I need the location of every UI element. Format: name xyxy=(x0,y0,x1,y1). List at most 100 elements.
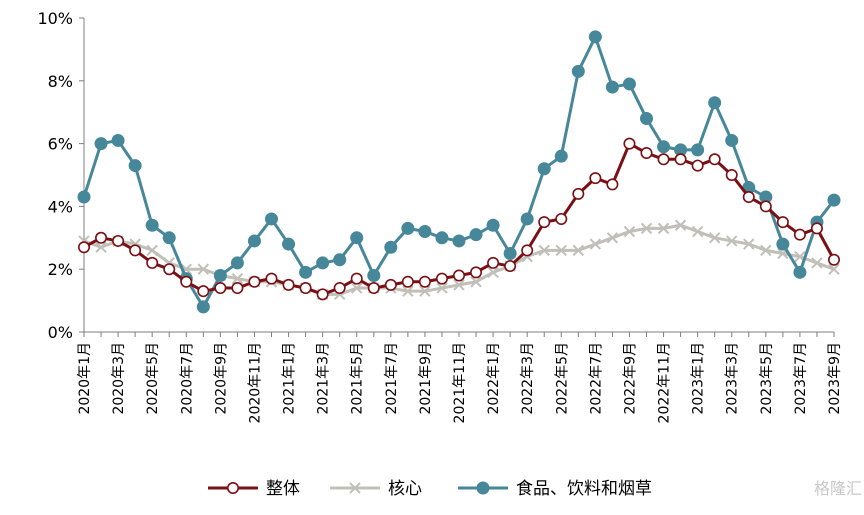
x-marker-stroke xyxy=(640,222,653,235)
data-point-overall xyxy=(197,285,210,298)
data-point-food xyxy=(128,159,142,173)
x-tick-label: 2022年9月 xyxy=(622,342,638,415)
x-tick-label: 2021年1月 xyxy=(282,342,298,415)
data-point-food xyxy=(247,234,261,248)
data-point-core xyxy=(555,244,567,257)
data-point-food xyxy=(282,237,296,251)
data-point-food xyxy=(94,137,108,151)
series-overall xyxy=(78,137,840,301)
data-point-overall xyxy=(265,272,278,285)
data-point-overall xyxy=(504,260,517,273)
data-point-food xyxy=(827,193,841,207)
data-point-food xyxy=(554,149,568,163)
data-point-food xyxy=(776,237,790,251)
x-tick-label: 2020年9月 xyxy=(213,342,229,415)
legend-item-overall: 整体 xyxy=(208,479,300,499)
x-marker-stroke xyxy=(811,257,823,269)
data-point-overall xyxy=(214,282,227,295)
x-tick-label: 2021年5月 xyxy=(350,342,366,415)
data-point-food xyxy=(401,221,415,235)
x-tick-label: 2023年9月 xyxy=(827,342,843,415)
data-point-food xyxy=(725,133,739,147)
x-marker-stroke xyxy=(572,244,585,257)
x-tick-label: 2023年5月 xyxy=(759,342,775,415)
data-point-food xyxy=(793,265,807,279)
x-marker-stroke xyxy=(674,219,687,231)
data-point-core xyxy=(146,244,158,257)
series-line-food xyxy=(82,35,836,309)
x-tick-label: 2021年7月 xyxy=(384,342,400,415)
data-point-food xyxy=(333,253,347,267)
data-point-overall xyxy=(725,169,738,182)
data-point-core xyxy=(708,232,721,244)
data-point-overall xyxy=(418,275,431,288)
x-tick-label: 2023年7月 xyxy=(793,342,809,415)
data-point-overall xyxy=(231,282,244,295)
data-point-food xyxy=(588,30,602,44)
data-point-overall xyxy=(112,234,125,247)
x-marker-stroke xyxy=(589,238,602,250)
data-point-overall xyxy=(487,256,500,269)
x-tick-label: 2022年3月 xyxy=(520,342,536,415)
data-point-core xyxy=(453,279,465,291)
x-marker-stroke xyxy=(606,232,619,244)
x-marker-stroke xyxy=(743,238,755,250)
x-tick-label: 2022年1月 xyxy=(486,342,502,415)
data-point-overall xyxy=(640,147,653,160)
data-point-core xyxy=(743,238,755,250)
data-point-core xyxy=(351,282,363,294)
data-point-core xyxy=(640,222,653,235)
series-layer xyxy=(77,30,841,314)
x-marker-stroke xyxy=(436,282,448,294)
data-point-core xyxy=(726,235,738,247)
data-point-core xyxy=(691,225,704,238)
data-point-food xyxy=(657,140,671,154)
data-point-core xyxy=(589,238,602,250)
data-point-overall xyxy=(759,200,772,213)
data-point-food xyxy=(213,268,227,282)
data-point-food xyxy=(162,231,176,245)
x-tick-label: 2021年11月 xyxy=(452,342,468,423)
data-point-overall xyxy=(691,159,704,172)
data-point-overall xyxy=(129,244,142,257)
data-point-core xyxy=(470,276,482,288)
data-point-overall xyxy=(742,190,755,203)
data-point-overall xyxy=(538,216,551,229)
x-marker-stroke xyxy=(231,272,244,285)
data-point-overall xyxy=(78,241,91,254)
x-tick-label: 2021年9月 xyxy=(418,342,434,415)
x-marker-stroke xyxy=(419,285,431,297)
y-tick-label: 0% xyxy=(48,323,73,342)
data-point-core xyxy=(623,225,636,238)
data-point-overall xyxy=(657,153,670,166)
data-point-overall xyxy=(163,263,176,276)
x-marker-stroke xyxy=(146,244,158,257)
x-tick-label: 2023年3月 xyxy=(725,342,741,415)
x-marker-stroke xyxy=(760,244,772,257)
data-point-food xyxy=(469,228,483,242)
y-tick-label: 8% xyxy=(48,72,73,91)
x-tick-label: 2022年7月 xyxy=(588,342,604,415)
data-point-food xyxy=(622,77,636,91)
data-point-food xyxy=(640,111,653,125)
data-point-food xyxy=(111,133,125,147)
data-point-core xyxy=(572,244,585,257)
data-point-core xyxy=(828,263,840,275)
data-point-overall xyxy=(606,178,619,191)
data-point-overall xyxy=(146,256,159,269)
x-tick-label: 2022年5月 xyxy=(554,342,570,415)
legend-item-core: 核心 xyxy=(330,479,422,499)
data-point-food xyxy=(708,96,722,110)
data-point-core xyxy=(197,263,210,275)
x-marker-stroke xyxy=(657,222,670,235)
data-point-overall xyxy=(95,231,108,244)
legend-item-food: 食品、饮料和烟草 xyxy=(458,479,652,499)
data-point-food xyxy=(384,240,398,254)
data-point-core xyxy=(657,222,670,235)
x-tick-label: 2020年3月 xyxy=(111,342,127,415)
x-marker-stroke xyxy=(470,276,482,288)
data-point-overall xyxy=(555,212,568,225)
legend: 整体 核心 食品、饮料和烟草 xyxy=(208,479,652,499)
data-point-core xyxy=(436,282,448,294)
